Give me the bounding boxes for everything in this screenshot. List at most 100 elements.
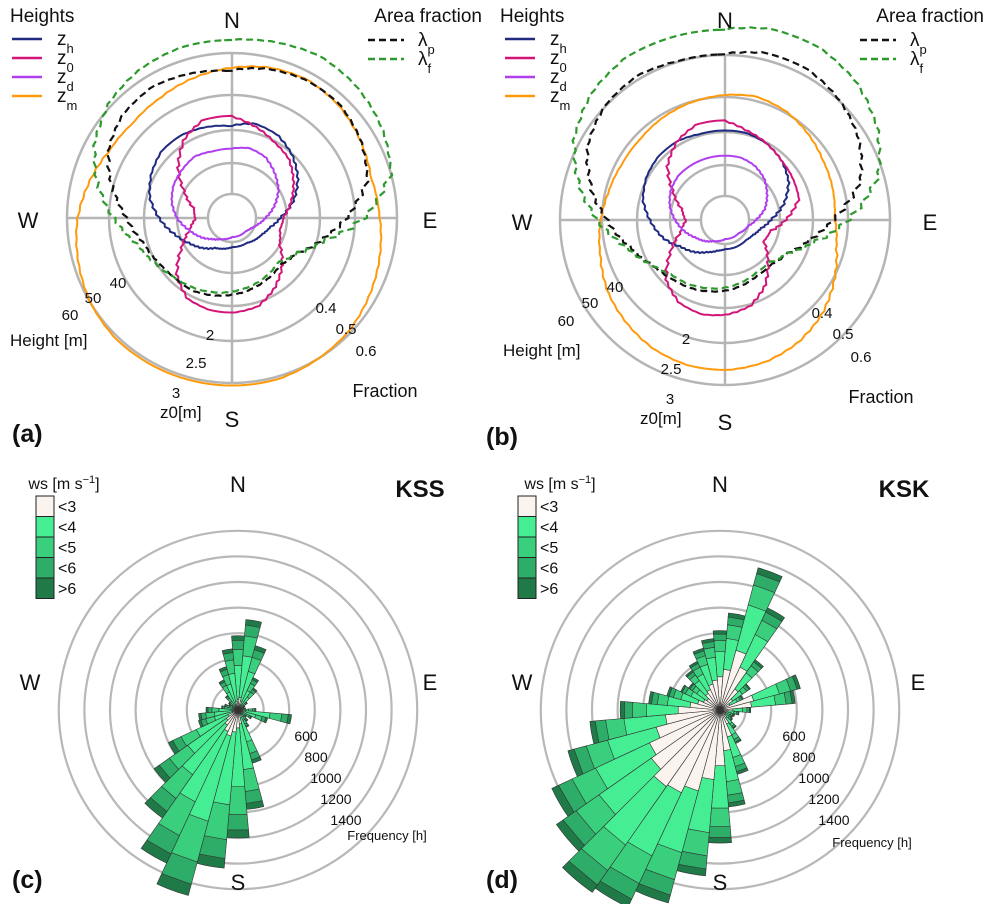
grid-ring-1200: [565, 555, 875, 865]
z0-tick-3: 3: [666, 391, 674, 408]
z0-tick-3: 3: [172, 385, 180, 402]
rose-bar-segment: [742, 707, 748, 713]
rose-bar-segment: [254, 708, 257, 712]
rose-bar-segment: [744, 683, 751, 691]
legend-swatch: [517, 577, 537, 599]
series-line-lambda-f: [91, 37, 394, 295]
height-tick-40: 40: [110, 275, 127, 292]
rose-bar-segment: [567, 748, 584, 777]
legend-bin-label: <3: [58, 499, 76, 516]
rose-bar-segment: [221, 648, 234, 655]
rose-bar-segment: [153, 764, 171, 783]
z0-tick-2: 2: [206, 327, 214, 344]
legend-bin-label: <4: [58, 520, 76, 537]
radial-tick-1400: 1400: [818, 812, 849, 828]
panel-c-bars: [140, 619, 292, 896]
series-line-zh: [147, 122, 300, 251]
compass-n: N: [712, 472, 728, 497]
rose-bar-segment: [231, 635, 245, 641]
compass-s: S: [713, 870, 728, 895]
z0-tick-2-5: 2.5: [186, 355, 207, 372]
rose-bar-segment: [666, 686, 673, 697]
rose-bar-segment: [205, 706, 209, 714]
compass-n: N: [224, 8, 240, 33]
rose-bar-segment: [712, 630, 728, 635]
panel-b: N E S W Heights Area fraction zhz0zdzmλp…: [486, 6, 984, 451]
z0-axis-label: z0[m]: [160, 403, 202, 422]
legend-bin-label: <5: [540, 540, 558, 557]
compass-s: S: [718, 410, 733, 435]
rose-bar-segment: [713, 633, 727, 641]
legend-title: ws [m s−1]: [523, 474, 595, 493]
panel-a: N E S W Heights Area fraction zhz0zdzmλp…: [10, 6, 482, 448]
rose-bar-segment: [232, 648, 244, 666]
radial-tick-800: 800: [304, 749, 328, 765]
rose-bar-segment: [263, 717, 269, 724]
fraction-tick-0-5: 0.5: [833, 326, 854, 343]
legend-swatch: [35, 577, 55, 599]
compass-w: W: [512, 210, 533, 235]
legend-swatch: [517, 557, 537, 579]
legend-bin-label: >6: [540, 581, 558, 598]
rose-bar-segment: [226, 829, 250, 839]
rose-bar-segment: [701, 638, 715, 644]
rose-bar-segment: [619, 700, 625, 720]
rose-bar-segment: [286, 714, 292, 725]
height-tick-50: 50: [85, 290, 102, 307]
grid-ring: [206, 192, 258, 244]
rose-bar-segment: [251, 677, 260, 683]
legend-swatch: [517, 536, 537, 558]
rose-bar-segment: [168, 740, 180, 755]
height-tick-60: 60: [558, 313, 575, 330]
fraction-tick-0-6: 0.6: [851, 349, 872, 366]
fraction-axis-label: Fraction: [848, 387, 913, 407]
radial-tick-1200: 1200: [808, 791, 839, 807]
fraction-tick-0-6: 0.6: [356, 343, 377, 360]
panel-label-d: (d): [486, 866, 518, 894]
compass-w: W: [18, 208, 39, 233]
legend-area-title: Area fraction: [374, 6, 482, 27]
rose-bar-segment: [156, 873, 192, 896]
panel-d-legend: <3 <4 <5 <6 >6: [517, 495, 558, 599]
series-line-zd: [170, 146, 281, 241]
fraction-tick-0-5: 0.5: [336, 321, 357, 338]
panel-a-grid: [65, 51, 399, 385]
legend-bin-label: <3: [540, 499, 558, 516]
legend-bin-label: <6: [58, 561, 76, 578]
rose-bar-segment: [228, 786, 248, 816]
rose-bar-segment: [268, 712, 283, 722]
legend-bin-label: >6: [58, 581, 76, 598]
grid-ring-1200: [83, 555, 393, 865]
rose-bar-segment: [224, 703, 227, 707]
rose-bar-segment: [708, 826, 732, 839]
z0-tick-2: 2: [682, 331, 690, 348]
legend-swatch: [35, 557, 55, 579]
radial-axis-label: Frequency [h]: [347, 828, 427, 843]
rose-bar-segment: [243, 705, 246, 708]
rose-bar-segment: [631, 701, 647, 719]
legend-swatch: [517, 516, 537, 538]
compass-w: W: [20, 670, 41, 695]
legend-swatch: [35, 516, 55, 538]
chart-title: KSK: [879, 476, 930, 503]
z0-tick-2-5: 2.5: [661, 361, 682, 378]
rose-bar-segment: [144, 797, 168, 819]
rose-bar-segment: [765, 607, 786, 622]
series-line-lambda-p: [105, 66, 370, 298]
panel-b-series: [571, 26, 882, 371]
legend-swatch: [517, 495, 537, 517]
panel-d-bars: [551, 567, 801, 904]
legend-bin-label: <4: [540, 520, 558, 537]
fraction-tick-0-4: 0.4: [812, 305, 833, 322]
panel-c-legend: <3 <4 <5 <6 >6: [35, 495, 76, 599]
legend-bin-label: <6: [540, 561, 558, 578]
rose-bar-segment: [792, 674, 801, 690]
legend-heights-title: Heights: [500, 6, 564, 27]
compass-w: W: [512, 670, 533, 695]
rose-bar-segment: [756, 567, 783, 583]
rose-bar-segment: [623, 701, 633, 719]
compass-e: E: [423, 670, 438, 695]
series-line-zd: [668, 154, 769, 243]
rose-bar-segment: [245, 701, 248, 705]
